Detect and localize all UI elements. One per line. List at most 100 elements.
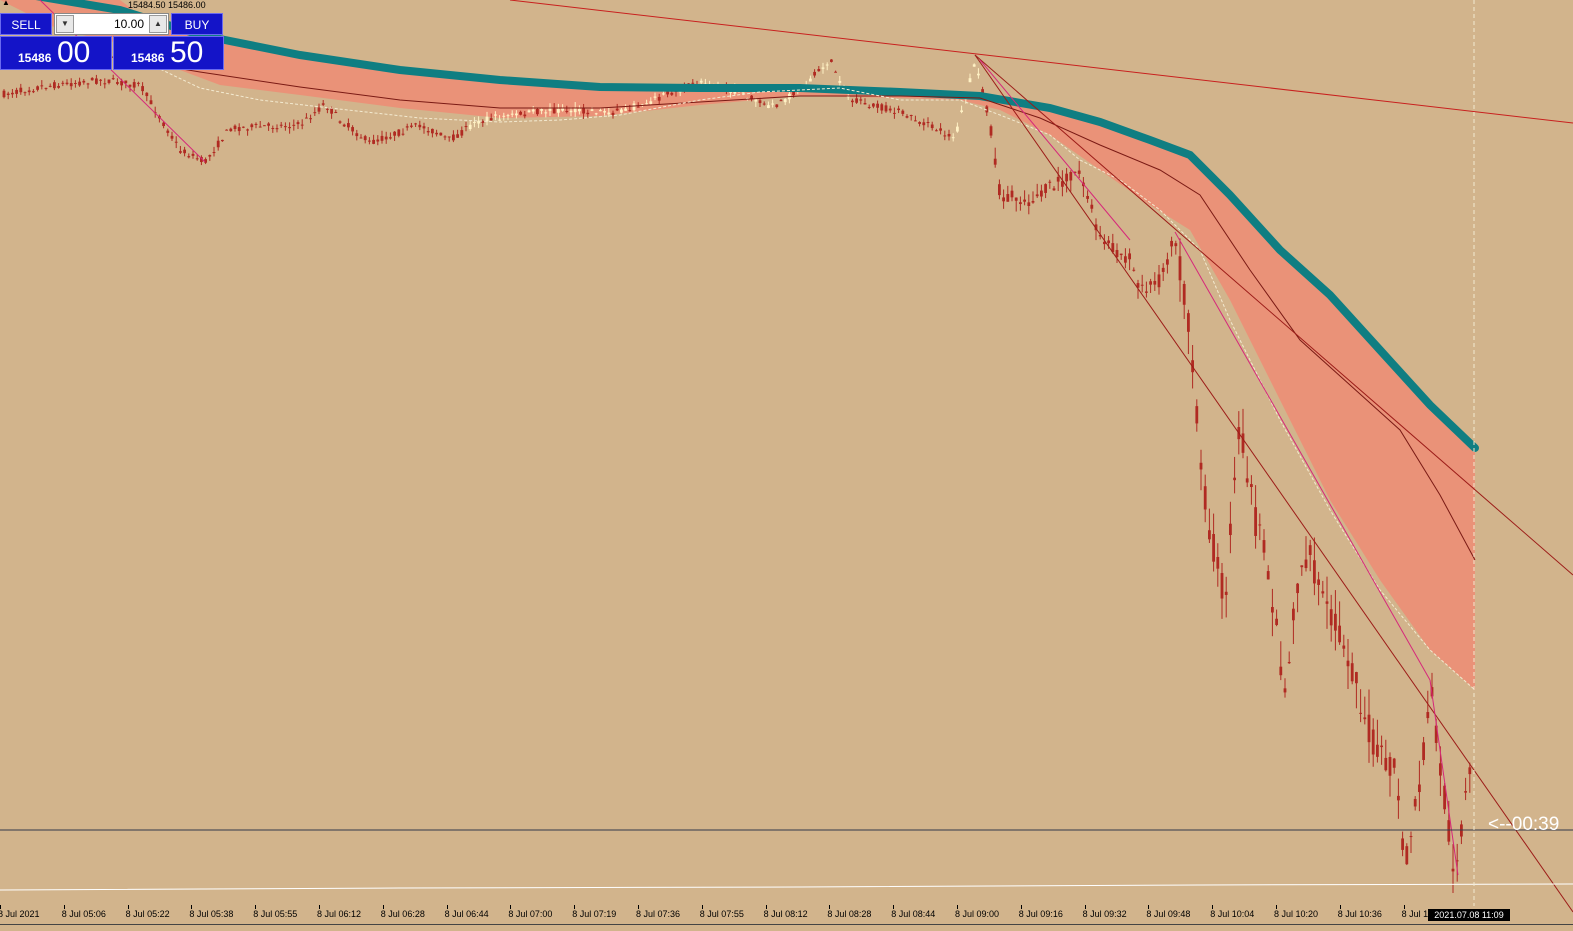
candle-body [1090, 204, 1094, 209]
candle-body [1346, 660, 1350, 667]
candle-body [691, 82, 695, 84]
candle-body [439, 132, 443, 136]
candle-body [473, 122, 476, 124]
candle-body [1077, 170, 1081, 174]
candle-body [540, 109, 543, 111]
candle-body [502, 115, 506, 117]
x-tick-label: 8 Jul 08:28 [827, 909, 872, 919]
candle-body [229, 128, 233, 132]
candle-body [99, 79, 102, 81]
candle-body [993, 158, 997, 165]
lot-increase-arrow-icon[interactable]: ▲ [149, 15, 167, 33]
candle-body [363, 136, 367, 141]
candle-body [19, 87, 23, 93]
candle-body [1359, 712, 1362, 714]
candle-body [1174, 243, 1178, 247]
candle-body [1334, 613, 1337, 631]
candle-body [296, 122, 300, 125]
candle-body [1418, 784, 1421, 793]
candle-body [1329, 609, 1333, 626]
x-tick-label: 8 Jul 09:00 [955, 909, 1000, 919]
candle-body [435, 132, 438, 135]
candle-body [195, 158, 199, 160]
buy-quote-button[interactable]: 15486 50 [113, 36, 224, 70]
candle-body [519, 111, 522, 115]
candle-body [930, 124, 934, 129]
candle-body [615, 108, 619, 111]
candle-body [422, 126, 426, 129]
sell-quote-button[interactable]: 15486 00 [0, 36, 112, 70]
candle-body [628, 110, 632, 112]
candle-body [103, 83, 107, 85]
candle-body [897, 108, 900, 111]
candle-body [1250, 484, 1253, 488]
candle-body [1140, 284, 1144, 286]
candle-body [1447, 820, 1451, 842]
candle-body [32, 91, 35, 93]
candle-body [935, 130, 938, 132]
candle-body [78, 81, 81, 86]
candle-body [1014, 197, 1018, 201]
lot-size-value[interactable]: 10.00 [113, 17, 144, 31]
candle-body [867, 106, 871, 108]
candle-body [960, 110, 963, 113]
candle-body [1355, 672, 1358, 684]
x-tick-mark [63, 905, 65, 909]
candle-body [754, 98, 758, 102]
buy-button[interactable]: BUY [171, 13, 223, 35]
candle-body [342, 124, 346, 127]
candle-body [1304, 559, 1308, 569]
candle-body [1115, 249, 1119, 258]
x-tick-mark [765, 905, 767, 909]
candle-body [1182, 283, 1186, 305]
x-tick-mark [701, 905, 703, 909]
candlestick-series [2, 59, 1472, 893]
candle-body [590, 109, 594, 111]
candle-body [569, 110, 573, 113]
candle-body [1136, 283, 1140, 288]
candle-body [275, 128, 279, 130]
candle-body [351, 127, 354, 132]
candle-body [1208, 530, 1211, 540]
candle-body [1161, 267, 1165, 272]
candle-body [624, 108, 627, 111]
x-tick-label: 8 Jul 07:19 [572, 909, 617, 919]
x-tick-label: 8 Jul 06:28 [380, 909, 425, 919]
candle-body [750, 95, 753, 100]
candle-body [1258, 524, 1262, 526]
axis-border [0, 924, 1573, 925]
candle-body [876, 103, 879, 108]
x-tick-label: 8 Jul 09:48 [1146, 909, 1191, 919]
candle-body [1254, 507, 1257, 536]
candle-body [137, 82, 140, 84]
candle-body [1245, 478, 1249, 483]
candle-body [418, 124, 422, 128]
lot-size-field[interactable]: ▼ 10.00 ▲ [54, 13, 169, 35]
candle-body [254, 123, 258, 125]
sell-button[interactable]: SELL [0, 13, 52, 35]
candle-body [1224, 591, 1228, 595]
candle-body [1451, 868, 1455, 872]
x-tick-mark [1276, 905, 1277, 909]
x-tick-label: 8 Jul 07:55 [699, 909, 744, 919]
candle-body [11, 92, 14, 95]
lot-decrease-arrow-icon[interactable]: ▼ [56, 15, 74, 33]
candle-body [544, 112, 548, 114]
candle-body [1426, 712, 1430, 719]
candle-body [1300, 565, 1304, 568]
candle-body [1157, 274, 1161, 288]
candle-body [809, 78, 812, 82]
candle-body [212, 152, 216, 154]
candle-body [914, 120, 917, 122]
candle-body [183, 149, 186, 154]
candle-body [977, 73, 980, 76]
candle-body [527, 110, 531, 113]
candle-body [355, 133, 359, 137]
collapse-arrow-icon[interactable]: ▲ [2, 0, 10, 7]
candle-body [1371, 729, 1375, 755]
x-tick-mark [957, 905, 958, 909]
candle-body [468, 124, 472, 130]
candle-body [939, 128, 942, 131]
candle-body [221, 139, 224, 142]
